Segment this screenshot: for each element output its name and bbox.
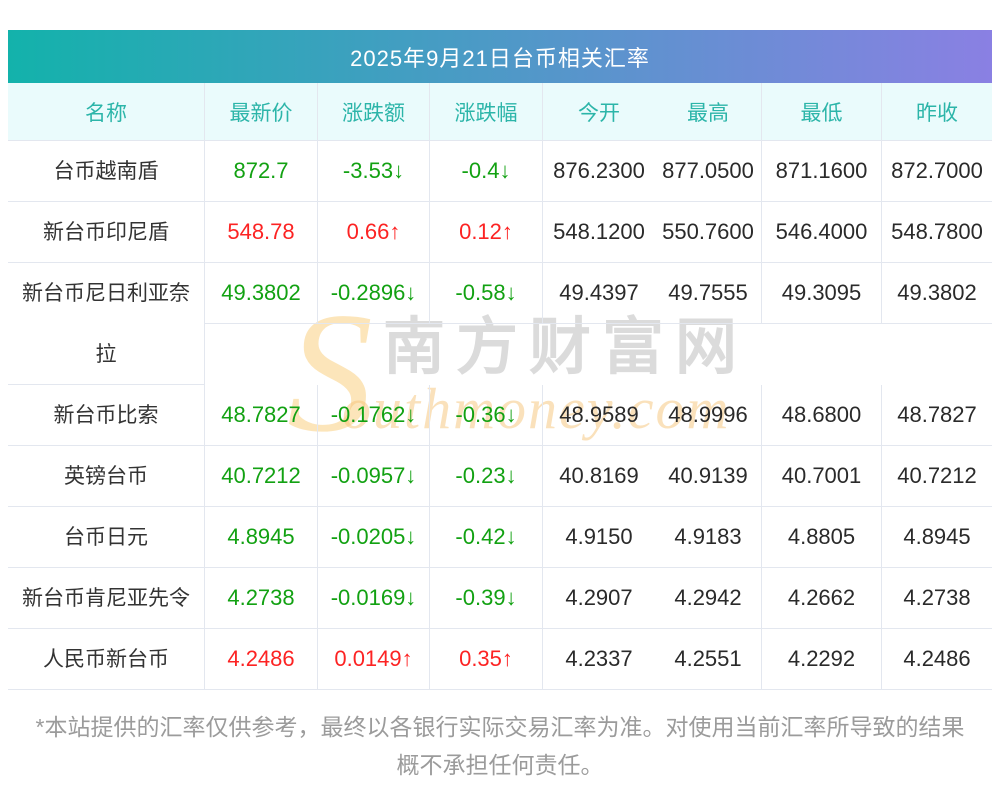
latest-price-cell: 4.2738 xyxy=(205,568,318,628)
currency-name: 台币越南盾 xyxy=(53,159,159,183)
high-cell: 550.7600 xyxy=(655,202,762,262)
latest-price-cell: 40.7212 xyxy=(205,446,318,506)
table-row: 台币越南盾 872.7 -3.53↓ -0.4↓ 876.2300 877.0500 871… xyxy=(8,141,992,202)
table-row: 台币日元 4.8945 -0.0205↓ -0.42↓ 4.9150 4.9183 4.88… xyxy=(8,507,992,568)
currency-name: 人民币新台币 xyxy=(43,647,169,671)
prev-close-cell: 49.3802 xyxy=(897,280,977,305)
open-cell: 4.9150 xyxy=(565,524,633,549)
prev-close-cell: 4.2738 xyxy=(903,585,971,610)
column-header-6: 最低 xyxy=(762,83,882,140)
low-cell: 4.2662 xyxy=(762,568,882,628)
high-cell: 4.2551 xyxy=(655,629,762,689)
open-cell: 4.2907 xyxy=(565,585,633,610)
low-cell: 546.4000 xyxy=(762,202,882,262)
currency-name-cell: 台币越南盾 xyxy=(8,141,205,201)
change-percent-cell: -0.42↓ xyxy=(430,507,543,567)
column-header-1: 最新价 xyxy=(205,83,318,140)
low-cell: 48.6800 xyxy=(762,385,882,445)
table-row-empty-area xyxy=(205,324,992,385)
open-cell: 876.2300 xyxy=(553,158,645,183)
table-row: 人民币新台币 4.2486 0.0149↑ 0.35↑ 4.2337 4.2551 4.22… xyxy=(8,629,992,690)
high-cell: 4.9183 xyxy=(655,507,762,567)
table-row: 新台币印尼盾 548.78 0.66↑ 0.12↑ 548.1200 550.7600 54… xyxy=(8,202,992,263)
change-amount-cell: 0.66↑ xyxy=(318,202,430,262)
change-percent-cell: -0.23↓ xyxy=(430,446,543,506)
latest-price-cell: 48.7827 xyxy=(205,385,318,445)
low-cell: 49.3095 xyxy=(762,263,882,323)
change-amount-cell: -0.2896↓ xyxy=(318,263,430,323)
column-header-0: 名称 xyxy=(8,83,205,140)
prev-close-cell: 4.2486 xyxy=(903,646,971,671)
change-percent-cell: 0.12↑ xyxy=(430,202,543,262)
change-amount-cell: -0.1762↓ xyxy=(318,385,430,445)
column-header-5: 最高 xyxy=(655,83,762,140)
high-cell: 877.0500 xyxy=(655,141,762,201)
high-cell: 40.9139 xyxy=(655,446,762,506)
change-amount-cell: -0.0205↓ xyxy=(318,507,430,567)
currency-name: 英镑台币 xyxy=(64,464,148,488)
change-amount-cell: -3.53↓ xyxy=(318,141,430,201)
open-cell: 40.8169 xyxy=(559,463,639,488)
currency-name: 新台币印尼盾 xyxy=(43,220,169,244)
currency-name-cell: 新台币印尼盾 xyxy=(8,202,205,262)
currency-name-cell: 新台币比索 xyxy=(8,385,205,445)
change-amount-cell: -0.0169↓ xyxy=(318,568,430,628)
exchange-rate-table: 2025年9月21日台币相关汇率 名称 最新价 涨跌额 涨跌幅 今开 最高 最低 昨收 台币越… xyxy=(8,30,992,690)
table-row: 新台币尼日利亚奈拉 49.3802 -0.2896↓ -0.58↓ 49.4397 49.… xyxy=(8,263,992,385)
currency-name: 新台币尼日利亚奈拉 xyxy=(22,281,190,366)
low-cell: 4.2292 xyxy=(762,629,882,689)
latest-price-cell: 872.7 xyxy=(205,141,318,201)
low-cell: 871.1600 xyxy=(762,141,882,201)
currency-name-cell: 英镑台币 xyxy=(8,446,205,506)
currency-name: 台币日元 xyxy=(64,525,148,549)
table-row: 新台币比索 48.7827 -0.1762↓ -0.36↓ 48.9589 48.9996… xyxy=(8,385,992,446)
prev-close-cell: 4.8945 xyxy=(903,524,971,549)
disclaimer: *本站提供的汇率仅供参考，最终以各银行实际交易汇率为准。对使用当前汇率所导致的结… xyxy=(0,708,1000,784)
column-header-2: 涨跌额 xyxy=(318,83,430,140)
currency-name-cell: 新台币尼日利亚奈拉 xyxy=(8,263,205,385)
table-header-row: 名称 最新价 涨跌额 涨跌幅 今开 最高 最低 昨收 xyxy=(8,83,992,141)
currency-name-cell: 新台币肯尼亚先令 xyxy=(8,568,205,628)
latest-price-cell: 49.3802 xyxy=(205,263,318,323)
high-cell: 49.7555 xyxy=(655,263,762,323)
disclaimer-text: *本站提供的汇率仅供参考，最终以各银行实际交易汇率为准。对使用当前汇率所导致的结… xyxy=(35,714,965,778)
high-cell: 4.2942 xyxy=(655,568,762,628)
prev-close-cell: 548.7800 xyxy=(891,219,983,244)
currency-name: 新台币比索 xyxy=(53,403,159,427)
change-percent-cell: -0.4↓ xyxy=(430,141,543,201)
latest-price-cell: 4.8945 xyxy=(205,507,318,567)
column-header-7: 昨收 xyxy=(916,101,958,125)
column-header-3: 涨跌幅 xyxy=(430,83,543,140)
column-header-4: 今开 xyxy=(578,101,620,125)
table-row: 新台币肯尼亚先令 4.2738 -0.0169↓ -0.39↓ 4.2907 4.2942… xyxy=(8,568,992,629)
open-cell: 4.2337 xyxy=(565,646,633,671)
prev-close-cell: 872.7000 xyxy=(891,158,983,183)
table-row-values: 49.3802 -0.2896↓ -0.58↓ 49.4397 49.7555 49.30… xyxy=(205,263,992,385)
table-row: 英镑台币 40.7212 -0.0957↓ -0.23↓ 40.8169 40.9139 4… xyxy=(8,446,992,507)
open-cell: 48.9589 xyxy=(559,402,639,427)
high-cell: 48.9996 xyxy=(655,385,762,445)
table-body: 台币越南盾 872.7 -3.53↓ -0.4↓ 876.2300 877.0500 871… xyxy=(8,141,992,690)
change-amount-cell: 0.0149↑ xyxy=(318,629,430,689)
open-cell: 548.1200 xyxy=(553,219,645,244)
prev-close-cell: 48.7827 xyxy=(897,402,977,427)
currency-name-cell: 台币日元 xyxy=(8,507,205,567)
table-title: 2025年9月21日台币相关汇率 xyxy=(8,30,992,83)
low-cell: 4.8805 xyxy=(762,507,882,567)
change-amount-cell: -0.0957↓ xyxy=(318,446,430,506)
low-cell: 40.7001 xyxy=(762,446,882,506)
change-percent-cell: 0.35↑ xyxy=(430,629,543,689)
prev-close-cell: 40.7212 xyxy=(897,463,977,488)
latest-price-cell: 4.2486 xyxy=(205,629,318,689)
table-row-values-line: 49.3802 -0.2896↓ -0.58↓ 49.4397 49.7555 49.30… xyxy=(205,263,992,324)
change-percent-cell: -0.39↓ xyxy=(430,568,543,628)
latest-price-cell: 548.78 xyxy=(205,202,318,262)
change-percent-cell: -0.36↓ xyxy=(430,385,543,445)
currency-name-cell: 人民币新台币 xyxy=(8,629,205,689)
open-cell: 49.4397 xyxy=(559,280,639,305)
change-percent-cell: -0.58↓ xyxy=(430,263,543,323)
currency-name: 新台币肯尼亚先令 xyxy=(22,586,190,610)
